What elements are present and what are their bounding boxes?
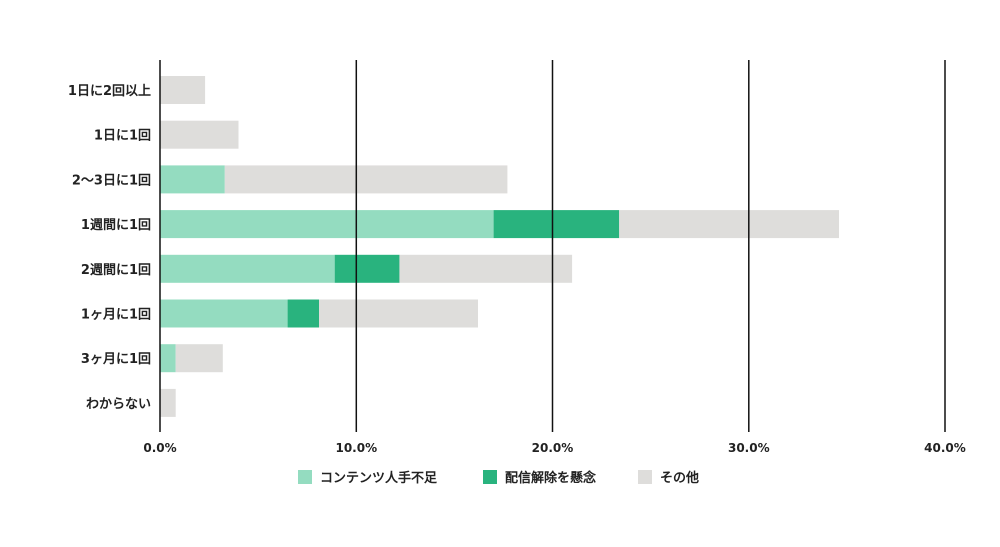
bar-segment-7-series-3 [175, 344, 223, 373]
category-label-4: 1週間に1回 [81, 218, 151, 233]
bar-segment-5-series-3 [399, 254, 573, 283]
legend-label-2: 配信解除を懸念 [505, 470, 596, 486]
x-tick-label-4: 40.0% [924, 441, 966, 455]
x-tick-label-3: 30.0% [728, 441, 770, 455]
category-label-5: 2週間に1回 [81, 263, 151, 278]
legend-label-1: コンテンツ人手不足 [320, 470, 438, 486]
bar-segment-4-series-1 [160, 210, 494, 239]
legend-label-3: その他 [660, 470, 699, 486]
bar-segment-7-series-1 [160, 344, 176, 373]
category-label-1: 1日に2回以上 [68, 84, 151, 99]
legend-swatch-1 [298, 470, 312, 484]
bar-segment-5-series-1 [160, 254, 335, 283]
legend-swatch-3 [638, 470, 652, 484]
bar-segment-6-series-2 [287, 299, 319, 328]
x-tick-label-1: 10.0% [335, 441, 377, 455]
bar-segment-1-series-3 [160, 76, 206, 104]
category-label-8: わからない [86, 397, 151, 412]
bar-segment-4-series-3 [619, 210, 839, 239]
bar-segment-4-series-2 [493, 210, 620, 239]
category-label-6: 1ヶ月に1回 [81, 308, 151, 323]
bar-segment-8-series-3 [160, 388, 176, 417]
legend-swatch-2 [483, 470, 497, 484]
category-label-7: 3ヶ月に1回 [81, 352, 151, 367]
bar-segment-3-series-1 [160, 165, 225, 194]
x-tick-label-2: 20.0% [532, 441, 574, 455]
bar-segment-2-series-3 [160, 120, 239, 149]
bar-segment-5-series-2 [334, 254, 400, 283]
bar-segment-6-series-1 [160, 299, 288, 328]
bar-segment-3-series-3 [224, 165, 508, 194]
category-label-3: 2〜3日に1回 [72, 173, 151, 188]
category-label-2: 1日に1回 [94, 129, 151, 144]
x-tick-label-0: 0.0% [143, 441, 176, 455]
bar-segment-6-series-3 [319, 299, 478, 328]
